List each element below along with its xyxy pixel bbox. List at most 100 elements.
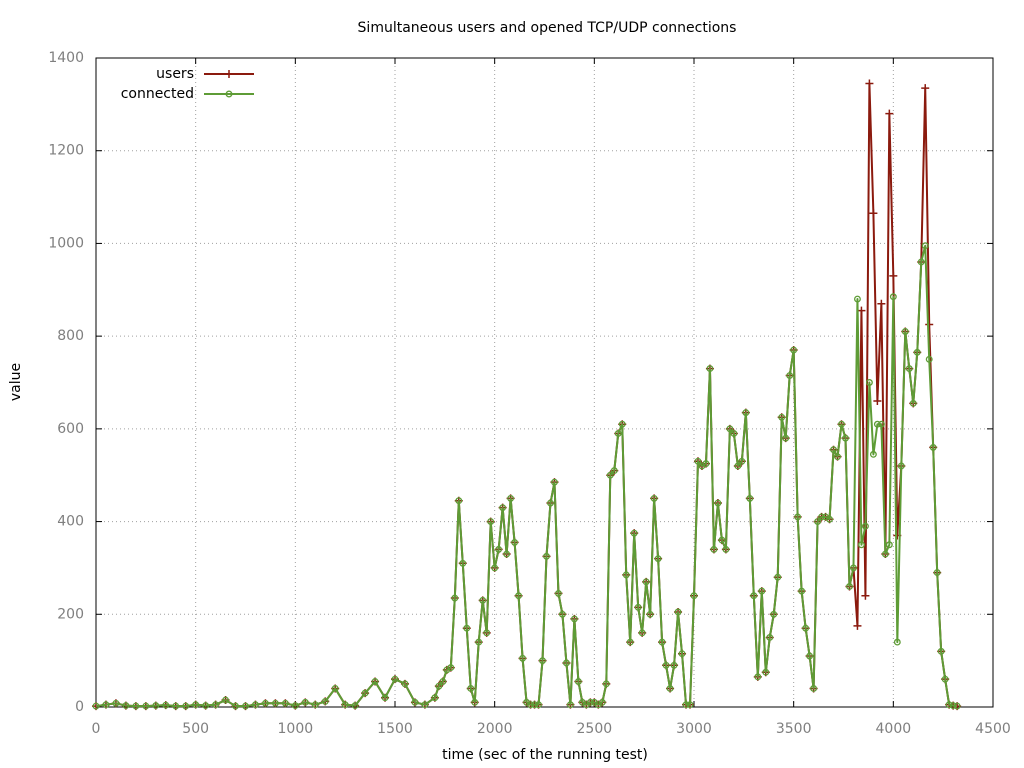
marker	[830, 446, 837, 454]
marker	[411, 698, 419, 706]
marker	[479, 596, 487, 604]
grid: 0 200 400 600 800 1000 1200 1400 0 500 1000 1500 200…	[48, 50, 1010, 737]
marker	[570, 615, 578, 623]
marker	[507, 494, 515, 502]
marker	[519, 654, 527, 662]
marker	[535, 701, 542, 709]
marker	[766, 634, 774, 641]
x-tick-label: 500	[182, 721, 209, 737]
marker	[182, 702, 190, 710]
marker	[626, 638, 634, 646]
marker	[921, 242, 929, 250]
marker	[786, 372, 794, 379]
chart-title: Simultaneous users and opened TCP/UDP co…	[358, 20, 737, 36]
marker	[401, 680, 409, 688]
x-axis-label: time (sec of the running test)	[442, 747, 648, 763]
marker	[225, 70, 233, 78]
x-tick-label: 2500	[577, 721, 613, 737]
marker	[566, 701, 574, 709]
marker	[261, 699, 269, 707]
marker	[495, 545, 503, 553]
marker	[925, 320, 934, 329]
marker	[499, 504, 507, 512]
marker	[790, 346, 798, 354]
y-tick-label: 400	[57, 514, 84, 530]
marker	[439, 678, 447, 685]
marker	[381, 694, 389, 702]
marker	[937, 647, 945, 655]
marker	[331, 685, 339, 692]
marker	[762, 668, 770, 676]
marker	[670, 661, 678, 669]
marker	[471, 698, 479, 706]
marker	[702, 460, 710, 468]
marker	[945, 701, 953, 709]
marker	[483, 629, 491, 637]
marker	[706, 365, 714, 373]
marker	[242, 702, 249, 710]
marker	[861, 522, 869, 530]
marker	[391, 675, 399, 683]
marker	[746, 494, 754, 502]
marker	[750, 592, 758, 600]
marker	[351, 702, 359, 710]
marker	[738, 457, 746, 465]
marker	[666, 685, 674, 692]
marker	[301, 698, 309, 706]
marker	[810, 685, 818, 692]
marker	[734, 462, 742, 470]
marker	[132, 702, 140, 710]
x-tick-label: 4000	[876, 721, 912, 737]
x-tick-label: 2000	[477, 721, 513, 737]
marker	[798, 587, 806, 595]
marker	[818, 513, 826, 521]
marker	[662, 661, 670, 669]
marker	[865, 79, 874, 88]
marker	[913, 348, 921, 356]
y-tick-label: 200	[57, 606, 84, 622]
marker	[515, 592, 523, 600]
marker	[949, 702, 957, 710]
marker	[112, 699, 120, 707]
marker	[202, 702, 210, 710]
marker	[889, 293, 897, 301]
marker	[281, 699, 289, 707]
marker	[742, 409, 750, 417]
marker	[586, 698, 594, 706]
y-tick-label: 1200	[48, 143, 84, 159]
marker	[252, 701, 259, 709]
marker	[674, 608, 682, 616]
marker	[92, 702, 100, 710]
marker	[869, 450, 877, 458]
marker	[838, 420, 845, 428]
marker	[225, 90, 233, 98]
marker	[921, 84, 930, 93]
marker	[857, 541, 865, 549]
marker	[877, 299, 886, 308]
marker	[941, 675, 949, 683]
plot-area	[92, 79, 962, 711]
plot-frame	[95, 57, 994, 708]
marker	[658, 638, 666, 646]
y-tick-label: 600	[57, 421, 84, 437]
marker	[873, 420, 881, 428]
marker	[806, 652, 814, 660]
y-axis-label: value	[8, 363, 24, 401]
x-tick-label: 1000	[278, 721, 314, 737]
marker	[467, 685, 475, 692]
marker	[929, 443, 937, 451]
marker	[371, 678, 379, 685]
marker	[142, 702, 150, 710]
marker	[873, 397, 882, 406]
marker	[459, 559, 467, 567]
marker	[271, 699, 279, 707]
marker	[421, 701, 429, 709]
marker	[758, 587, 766, 595]
marker	[925, 355, 933, 363]
marker	[865, 379, 873, 386]
marker	[212, 701, 220, 709]
marker	[463, 624, 471, 632]
marker	[885, 109, 894, 118]
marker	[710, 545, 718, 553]
